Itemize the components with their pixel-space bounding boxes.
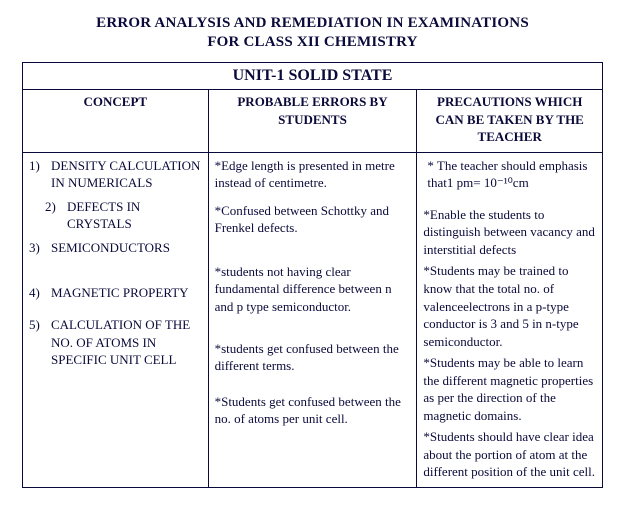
precaution-item-2: *Enable the students to distinguish betw… bbox=[423, 206, 596, 259]
precaution-item-3: *Students may be trained to know that th… bbox=[423, 262, 596, 350]
concept-cell: 1) DENSITY CALCULATION IN NUMERICALS 2) … bbox=[23, 152, 209, 487]
concept-text: SEMICONDUCTORS bbox=[51, 239, 202, 257]
column-header-concept: CONCEPT bbox=[23, 90, 209, 153]
error-item-1: *Edge length is presented in metre inste… bbox=[215, 157, 411, 192]
concept-number: 5) bbox=[29, 316, 51, 334]
concept-number: 4) bbox=[29, 284, 51, 302]
precaution-item-5: *Students should have clear idea about t… bbox=[423, 428, 596, 481]
column-header-errors: PROBABLE ERRORS BY STUDENTS bbox=[208, 90, 417, 153]
column-header-precautions: PRECAUTIONS WHICH CAN BE TAKEN BY THE TE… bbox=[417, 90, 603, 153]
concept-item-4: 4) MAGNETIC PROPERTY bbox=[29, 284, 202, 302]
precautions-cell: * The teacher should emphasis that1 pm= … bbox=[417, 152, 603, 487]
concept-item-1: 1) DENSITY CALCULATION IN NUMERICALS bbox=[29, 157, 202, 192]
concept-number: 1) bbox=[29, 157, 51, 175]
title-line-2: FOR CLASS XII CHEMISTRY bbox=[207, 34, 417, 50]
concept-text: DEFECTS IN CRYSTALS bbox=[67, 198, 202, 233]
title-line-1: ERROR ANALYSIS AND REMEDIATION IN EXAMIN… bbox=[96, 15, 529, 31]
concept-item-2: 2) DEFECTS IN CRYSTALS bbox=[29, 198, 202, 233]
concept-number: 3) bbox=[29, 239, 51, 257]
precaution-item-4: *Students may be able to learn the diffe… bbox=[423, 354, 596, 424]
concept-item-5: 5) CALCULATION OF THE NO. OF ATOMS IN SP… bbox=[29, 316, 202, 369]
concept-text: DENSITY CALCULATION IN NUMERICALS bbox=[51, 157, 202, 192]
analysis-table: UNIT-1 SOLID STATE CONCEPT PROBABLE ERRO… bbox=[22, 62, 603, 489]
concept-text: CALCULATION OF THE NO. OF ATOMS IN SPECI… bbox=[51, 316, 202, 369]
error-item-2: *Confused between Schottky and Frenkel d… bbox=[215, 202, 411, 237]
concept-text: MAGNETIC PROPERTY bbox=[51, 284, 202, 302]
unit-header: UNIT-1 SOLID STATE bbox=[23, 62, 603, 90]
concept-item-3: 3) SEMICONDUCTORS bbox=[29, 239, 202, 257]
precaution-item-1: * The teacher should emphasis that1 pm= … bbox=[423, 157, 596, 192]
error-item-3: *students not having clear fundamental d… bbox=[215, 263, 411, 316]
document-title: ERROR ANALYSIS AND REMEDIATION IN EXAMIN… bbox=[22, 14, 603, 52]
error-item-5: *Students get confused between the no. o… bbox=[215, 393, 411, 428]
concept-number: 2) bbox=[45, 198, 67, 216]
errors-cell: *Edge length is presented in metre inste… bbox=[208, 152, 417, 487]
error-item-4: *students get confused between the diffe… bbox=[215, 340, 411, 375]
